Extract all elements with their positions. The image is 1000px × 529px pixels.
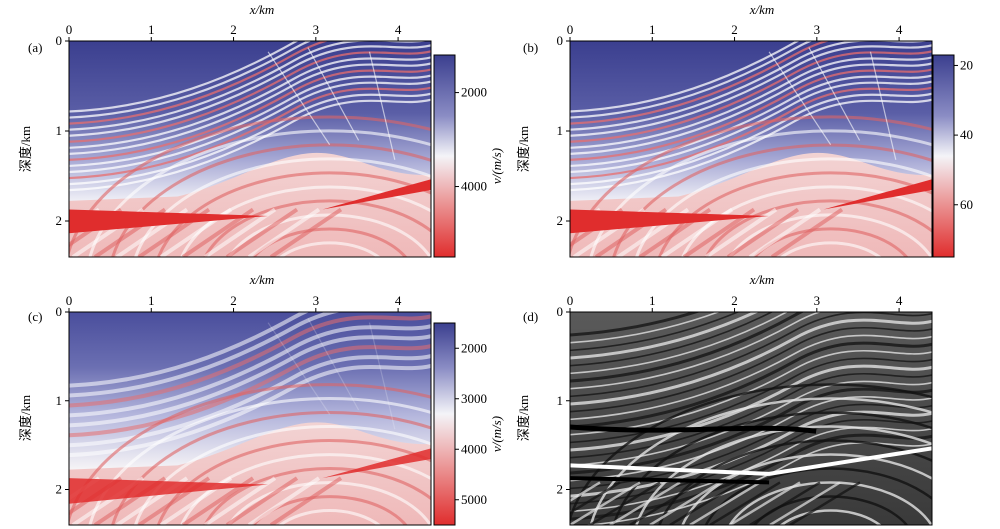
x-tick-label: 3 bbox=[313, 22, 320, 37]
y-axis-label: 深度/km bbox=[516, 395, 531, 441]
colorbar-tick-label: 2000 bbox=[461, 85, 487, 100]
heatmap-image bbox=[570, 312, 932, 525]
y-tick-label: 1 bbox=[557, 123, 564, 138]
x-tick-label: 0 bbox=[66, 22, 73, 37]
x-tick-label: 1 bbox=[148, 22, 155, 37]
colorbar bbox=[932, 54, 955, 258]
x-axis-label: x/km bbox=[749, 272, 775, 287]
colorbar-tick-label: 40 bbox=[960, 127, 973, 142]
x-tick-label: 3 bbox=[313, 293, 320, 308]
x-tick-label: 4 bbox=[896, 293, 903, 308]
x-tick-label: 0 bbox=[567, 293, 574, 308]
y-axis-label: 深度/km bbox=[516, 126, 531, 172]
x-tick-label: 2 bbox=[230, 293, 237, 308]
y-tick-label: 1 bbox=[56, 393, 63, 408]
panel-label: (c) bbox=[28, 309, 42, 324]
y-tick-label: 2 bbox=[56, 213, 63, 228]
y-tick-label: 2 bbox=[56, 482, 63, 497]
y-tick-label: 1 bbox=[557, 393, 564, 408]
x-tick-label: 1 bbox=[649, 293, 656, 308]
y-tick-label: 0 bbox=[557, 33, 564, 48]
y-tick-label: 0 bbox=[56, 304, 63, 319]
panel-d: 0 1 2 3 4 0 1 2 x/km 深度/km (d) bbox=[516, 272, 933, 526]
x-tick-label: 2 bbox=[731, 293, 738, 308]
x-tick-label: 1 bbox=[148, 293, 155, 308]
x-tick-label: 1 bbox=[649, 22, 656, 37]
x-tick-label: 3 bbox=[814, 22, 821, 37]
colorbar-tick-label: 5000 bbox=[461, 492, 487, 507]
x-axis-label: x/km bbox=[749, 2, 775, 17]
x-tick-label: 3 bbox=[814, 293, 821, 308]
plot-frame bbox=[569, 311, 933, 526]
colorbar-label: v/(m/s) bbox=[489, 416, 504, 452]
colorbar bbox=[433, 322, 456, 526]
colorbar-tick-label: 4000 bbox=[461, 179, 487, 194]
x-tick-label: 0 bbox=[66, 293, 73, 308]
panel-c: 0 1 2 3 4 0 1 2 x/km 深度/km (c) 2000 3000 4000 5000 v/(m… bbox=[18, 272, 504, 526]
y-tick-label: 0 bbox=[56, 33, 63, 48]
y-axis-label: 深度/km bbox=[18, 126, 33, 172]
x-tick-label: 4 bbox=[395, 293, 402, 308]
colorbar-label: v/(m/s) bbox=[489, 148, 504, 184]
panel-label: (d) bbox=[523, 309, 538, 324]
y-tick-label: 2 bbox=[557, 213, 564, 228]
panel-label: (a) bbox=[28, 40, 42, 55]
x-tick-label: 2 bbox=[731, 22, 738, 37]
colorbar-tick-label: 20 bbox=[960, 57, 973, 72]
panel-label: (b) bbox=[523, 40, 538, 55]
colorbar bbox=[433, 54, 456, 258]
heatmap-image bbox=[69, 41, 431, 257]
colorbar-tick-label: 60 bbox=[960, 197, 973, 212]
plot-frame bbox=[68, 40, 432, 258]
y-tick-label: 0 bbox=[557, 304, 564, 319]
colorbar-tick-label: 3000 bbox=[461, 391, 487, 406]
x-tick-label: 0 bbox=[567, 22, 574, 37]
y-tick-label: 1 bbox=[56, 123, 63, 138]
x-tick-label: 2 bbox=[230, 22, 237, 37]
plot-frame bbox=[68, 311, 432, 526]
x-axis-label: x/km bbox=[249, 2, 275, 17]
y-tick-label: 2 bbox=[557, 482, 564, 497]
y-axis-label: 深度/km bbox=[18, 395, 33, 441]
heatmap-image bbox=[69, 312, 431, 525]
x-tick-label: 4 bbox=[395, 22, 402, 37]
x-axis-label: x/km bbox=[249, 272, 275, 287]
colorbar-tick-label: 2000 bbox=[461, 340, 487, 355]
colorbar-tick-label: 4000 bbox=[461, 441, 487, 456]
plot-frame bbox=[569, 40, 933, 258]
x-tick-label: 4 bbox=[896, 22, 903, 37]
heatmap-image bbox=[570, 41, 932, 257]
